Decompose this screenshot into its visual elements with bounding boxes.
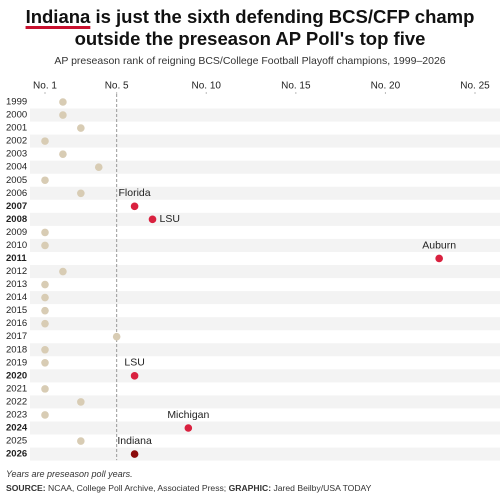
- y-tick-label: 2016: [6, 318, 27, 329]
- point-label: Auburn: [422, 239, 456, 251]
- dot: [59, 267, 67, 276]
- point-label: Florida: [119, 187, 151, 199]
- row-stripe: [30, 447, 500, 461]
- dot: [41, 293, 49, 302]
- y-tick-label: 2011: [6, 253, 27, 264]
- dot: [41, 137, 49, 145]
- y-tick-label: 2003: [6, 149, 27, 160]
- y-tick-label: 2020: [6, 370, 27, 381]
- y-tick-label: 2009: [6, 227, 27, 238]
- point-label: LSU: [124, 357, 144, 369]
- x-tick-label: No. 10: [192, 81, 222, 92]
- dot: [41, 306, 49, 315]
- y-tick-label: 2012: [6, 266, 27, 277]
- y-tick-label: 2015: [6, 305, 27, 316]
- source-text: NCAA, College Poll Archive, Associated P…: [45, 483, 229, 493]
- dot: [77, 189, 85, 198]
- source-label: SOURCE:: [6, 483, 46, 493]
- point-label: LSU: [160, 213, 180, 225]
- row-stripe: [30, 395, 500, 409]
- dot: [41, 228, 49, 237]
- dot: [184, 424, 193, 432]
- title-highlight: Indiana: [25, 6, 91, 27]
- y-tick-label: 2014: [6, 292, 27, 303]
- y-tick-label: 2026: [6, 449, 27, 460]
- dot: [41, 241, 49, 250]
- x-tick-label: No. 1: [33, 81, 57, 92]
- dot: [435, 254, 443, 263]
- y-tick-label: 2000: [6, 110, 27, 121]
- row-stripe: [30, 369, 500, 383]
- y-tick-label: 2006: [6, 188, 27, 199]
- y-tick-label: 2013: [6, 279, 27, 290]
- y-tick-label: 2010: [6, 240, 27, 251]
- y-tick-label: 2019: [6, 357, 27, 368]
- dot: [59, 150, 67, 158]
- dot: [41, 176, 49, 185]
- graphic-text: Jared Beilby/USA TODAY: [271, 483, 372, 493]
- x-tick-label: No. 15: [281, 81, 311, 92]
- x-tick-label: No. 20: [371, 81, 401, 92]
- x-tick-label: No. 25: [460, 81, 490, 92]
- y-tick-label: 2005: [6, 175, 27, 186]
- dot: [59, 98, 67, 106]
- y-tick-label: 2022: [6, 396, 27, 407]
- row-stripe: [30, 160, 500, 174]
- y-tick-label: 2024: [6, 423, 28, 434]
- row-stripe: [30, 186, 500, 200]
- note: Years are preseason poll years.: [6, 469, 133, 479]
- dot: [112, 332, 121, 341]
- row-stripe: [30, 108, 500, 122]
- dot: [77, 398, 85, 406]
- subtitle: AP preseason rank of reigning BCS/Colleg…: [54, 55, 446, 67]
- dot: [77, 124, 85, 132]
- dot: [41, 385, 49, 393]
- y-tick-label: 2004: [6, 162, 27, 173]
- dot: [41, 345, 49, 354]
- row-stripe: [30, 238, 500, 252]
- dot: [130, 450, 139, 458]
- y-tick-label: 2018: [6, 344, 27, 355]
- row-stripe: [30, 343, 500, 357]
- dot: [41, 411, 49, 419]
- source: SOURCE: NCAA, College Poll Archive, Asso…: [6, 483, 371, 493]
- y-tick-label: 2002: [6, 136, 27, 147]
- title-text: outside the preseason AP Poll's top five: [74, 28, 426, 49]
- y-tick-label: 2021: [6, 383, 27, 394]
- row-stripe: [30, 134, 500, 148]
- dot: [41, 359, 49, 367]
- y-tick-label: 2025: [6, 436, 27, 447]
- row-stripe: [30, 212, 500, 226]
- row-stripe: [30, 265, 500, 279]
- y-tick-label: 2001: [6, 123, 27, 134]
- graphic-label: GRAPHIC:: [228, 483, 272, 493]
- point-label: Indiana: [117, 435, 152, 447]
- dot: [41, 280, 49, 289]
- x-tick-label: No. 5: [105, 81, 129, 92]
- title-text: is just the sixth defending BCS/CFP cham…: [90, 6, 475, 27]
- y-tick-label: 2008: [6, 214, 27, 225]
- y-tick-label: 2007: [6, 201, 27, 212]
- dot: [148, 215, 157, 224]
- y-tick-label: 2023: [6, 409, 27, 420]
- row-stripe: [30, 421, 500, 435]
- row-stripe: [30, 317, 500, 331]
- y-tick-label: 1999: [6, 97, 27, 108]
- point-label: Michigan: [167, 409, 209, 421]
- dot: [77, 437, 85, 445]
- dot: [94, 163, 103, 171]
- y-tick-label: 2017: [6, 331, 27, 342]
- dot: [59, 111, 67, 119]
- dot: [41, 319, 49, 328]
- row-stripe: [30, 291, 500, 305]
- chart-title: Indiana is just the sixth defending BCS/…: [0, 6, 500, 50]
- dot: [130, 372, 139, 380]
- dot: [130, 202, 139, 211]
